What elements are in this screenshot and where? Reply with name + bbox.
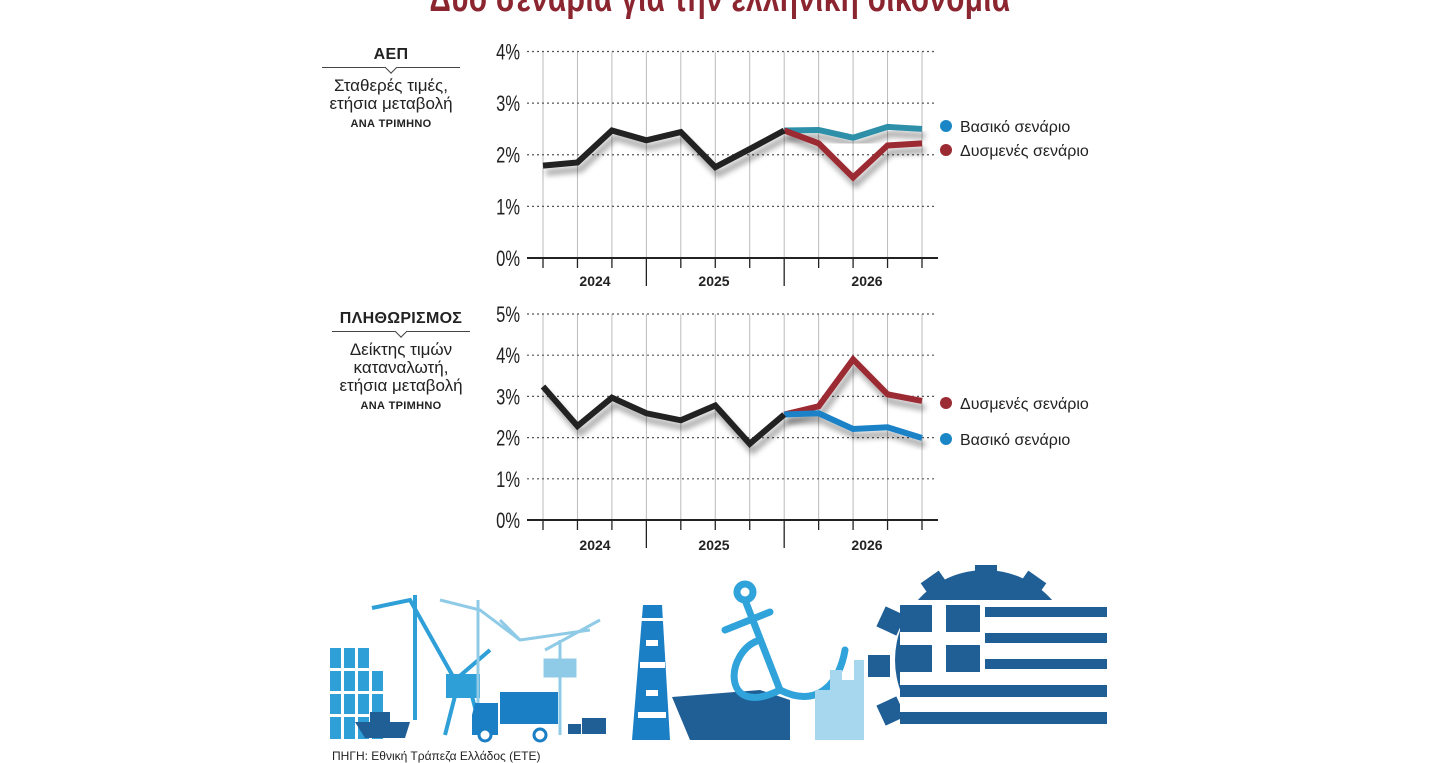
inflation-heading: ΠΛΗΘΩΡΙΣΜΟΣ [339,310,463,327]
x-year-label: 2025 [698,537,729,553]
y-tick-label: 1% [496,468,520,493]
lighthouse-icon [632,605,670,740]
inflation-subtitle-line: ετήσια μεταβολή [339,376,463,395]
heading-divider [322,67,460,78]
y-tick-label: 1% [496,195,520,220]
gdp-panel-label: ΑΕΠ Σταθερές τιμές, ετήσια μεταβολή ΑΝΑ … [316,46,466,130]
base-legend-label: Βασικό σενάριο [960,432,1070,449]
y-tick-label: 4% [496,40,520,65]
base-legend-label: Βασικό σενάριο [960,119,1070,136]
city-skyline-icon [815,660,864,740]
y-tick-label: 3% [496,92,520,117]
cargo-ship-icon [672,690,790,740]
inflation-chart: 0% 1% 2% 3% 4% 5% 2024 2025 2026 Δυσμενές σενάριο… [496,303,1089,553]
x-year-label: 2025 [698,273,729,289]
gdp-heading: ΑΕΠ [373,46,409,63]
base-series-line [784,123,923,141]
actual-series-line [542,127,786,171]
y-tick-label: 0% [496,509,520,534]
x-year-label: 2026 [851,537,882,553]
y-tick-label: 4% [496,344,520,369]
gdp-period: ΑΝΑ ΤΡΙΜΗΝΟ [350,118,432,130]
gdp-subtitle-line: ετήσια μεταβολή [329,94,453,113]
inflation-subtitle-line: Δείκτης τιμών [349,340,453,359]
x-year-label: 2026 [851,273,882,289]
y-tick-label: 5% [496,303,520,328]
heading-divider [332,331,470,342]
truck-icon [472,692,606,743]
inflation-panel-label: ΠΛΗΘΩΡΙΣΜΟΣ Δείκτης τιμών καταναλωτή, ετ… [326,310,476,412]
y-tick-label: 0% [496,247,520,272]
actual-series-line [540,384,787,448]
x-year-label: 2024 [579,537,610,553]
adverse-legend-label: Δυσμενές σενάριο [960,396,1089,413]
gdp-subtitle-line: Σταθερές τιμές, [334,76,448,95]
base-legend-dot [940,120,952,132]
economy-illustration [330,565,1110,750]
x-year-label: 2024 [579,273,610,289]
base-series-line [784,410,923,441]
y-tick-label: 3% [496,385,520,410]
anchor-icon [721,580,849,701]
y-tick-label: 2% [496,426,520,451]
source-note: ΠΗΓΗ: Εθνική Τράπεζα Ελλάδος (ΕΤΕ) [332,749,541,763]
adverse-legend-dot [940,397,952,409]
adverse-series-line [783,127,923,182]
y-tick-label: 2% [496,144,520,169]
ship-icon [355,712,410,738]
chart-title: Δύο σενάρια για την ελληνική οικονομία [158,0,1281,21]
adverse-legend-label: Δυσμενές σενάριο [960,143,1089,160]
crane-icon [439,598,601,735]
greek-flag-icon [900,605,1107,740]
adverse-series-line [783,354,923,418]
crane-icon [371,595,492,736]
adverse-legend-dot [940,144,952,156]
gdp-chart: 0% 1% 2% 3% 4% 2024 2025 2026 Βασικό σενάριο Δυσμ… [496,40,1089,289]
base-legend-dot [940,433,952,445]
inflation-subtitle-line: καταναλωτή, [353,358,449,377]
inflation-period: ΑΝΑ ΤΡΙΜΗΝΟ [360,400,442,412]
